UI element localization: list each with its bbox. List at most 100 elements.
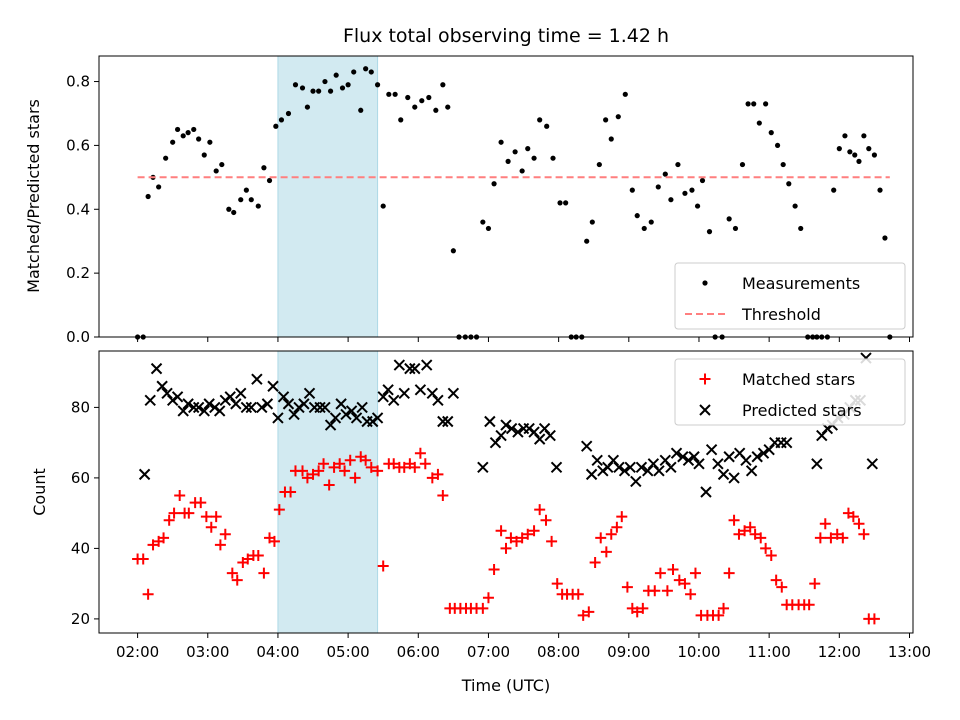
matched-star-point xyxy=(297,465,308,477)
predicted-star-point xyxy=(717,468,730,481)
matched-star-point xyxy=(200,511,212,523)
measurement-point xyxy=(248,197,254,203)
matched-star-point xyxy=(365,461,377,473)
axes-frame xyxy=(98,350,914,634)
matched-star-point xyxy=(268,535,280,547)
predicted-star-point xyxy=(688,451,700,463)
matched-star-point xyxy=(409,461,421,473)
predicted-star-point xyxy=(700,486,712,498)
measurement-point xyxy=(689,187,695,193)
matched-star-point xyxy=(258,567,270,579)
matched-star-point xyxy=(605,528,617,540)
matched-star-point xyxy=(819,518,831,530)
predicted-star-point xyxy=(670,447,683,459)
matched-star-point xyxy=(689,567,701,579)
measurement-point xyxy=(345,82,351,88)
measurement-point xyxy=(836,146,842,152)
matched-star-point xyxy=(328,461,340,473)
predicted-star-point xyxy=(156,380,168,392)
series-1-0 xyxy=(132,447,880,625)
matched-star-point xyxy=(760,542,772,554)
measurement-point xyxy=(786,181,792,187)
x-tick-label: 12:00 xyxy=(818,643,861,661)
measurement-point xyxy=(505,158,511,164)
measurement-point xyxy=(419,98,425,104)
matched-star-point xyxy=(755,532,767,544)
measurement-point xyxy=(842,133,848,139)
predicted-star-point xyxy=(161,387,173,400)
measurement-point xyxy=(278,117,285,123)
measurement-point xyxy=(751,101,757,107)
matched-star-point xyxy=(770,574,782,586)
y-axis-label-top: Matched/Predicted stars xyxy=(24,99,43,293)
predicted-star-point xyxy=(528,426,540,438)
matched-star-point xyxy=(583,606,595,618)
matched-star-point xyxy=(572,588,584,600)
measurement-point xyxy=(519,168,525,174)
matched-star-point xyxy=(147,539,159,551)
predicted-star-point xyxy=(245,401,257,414)
predicted-star-point xyxy=(282,398,295,410)
predicted-star-point xyxy=(382,384,394,396)
matched-star-point xyxy=(205,521,217,533)
matched-star-point xyxy=(611,521,623,533)
measurement-point xyxy=(185,130,191,136)
matched-star-point xyxy=(853,518,865,530)
measurement-point xyxy=(739,161,746,168)
predicted-star-point xyxy=(192,401,205,414)
matched-star-point xyxy=(142,588,154,600)
predicted-star-point xyxy=(624,461,636,474)
measurement-point xyxy=(327,88,334,94)
measurement-point xyxy=(847,149,853,155)
legend: Measurements Threshold xyxy=(674,262,906,330)
matched-star-point xyxy=(749,528,761,540)
predicted-star-point xyxy=(607,454,620,466)
matched-star-point xyxy=(360,454,372,466)
matched-star-point xyxy=(334,458,346,470)
measurement-point xyxy=(675,161,681,168)
matched-star-point xyxy=(516,532,528,544)
measurement-point xyxy=(634,213,640,219)
matched-star-point xyxy=(739,525,751,537)
measurement-point xyxy=(213,168,219,174)
predicted-star-point xyxy=(585,468,598,481)
measurement-point xyxy=(831,187,837,193)
measurement-point xyxy=(333,72,339,78)
predicted-star-point xyxy=(477,461,489,474)
matched-star-point xyxy=(534,504,546,516)
measurement-point xyxy=(871,152,878,158)
predicted-star-point xyxy=(329,412,342,424)
x-tick-label: 11:00 xyxy=(748,643,791,661)
predicted-star-point xyxy=(533,433,546,445)
matched-star-point xyxy=(372,465,384,477)
predicted-star-point xyxy=(261,398,274,410)
measurement-point xyxy=(261,165,267,171)
measurement-point xyxy=(174,126,181,133)
matched-star-point xyxy=(214,539,226,551)
predicted-star-point xyxy=(712,458,724,470)
x-tick-label: 05:00 xyxy=(326,643,369,661)
predicted-star-point xyxy=(398,387,410,400)
predicted-star-point xyxy=(437,415,449,428)
predicted-star-point xyxy=(500,419,512,431)
predicted-star-point xyxy=(388,394,400,407)
predicted-star-point xyxy=(298,398,310,410)
matched-star-point xyxy=(226,567,238,579)
measurement-point xyxy=(450,248,456,254)
matched-star-point xyxy=(616,511,628,523)
matched-star-point xyxy=(210,511,222,523)
predicted-star-point xyxy=(728,472,740,484)
x-tick-label: 04:00 xyxy=(256,643,299,661)
matched-star-point xyxy=(349,472,361,484)
measurement-point xyxy=(368,69,374,75)
measurement-point xyxy=(525,146,531,152)
measurement-point xyxy=(682,190,688,196)
x-tick-label: 13:00 xyxy=(888,643,931,661)
y-tick-label: 0.0 xyxy=(66,328,90,346)
measurement-point xyxy=(219,161,225,168)
measurement-point xyxy=(622,91,628,97)
matched-star-point xyxy=(776,581,788,593)
predicted-star-point xyxy=(484,415,496,428)
measurement-point xyxy=(655,184,661,190)
matched-star-point xyxy=(158,532,170,544)
